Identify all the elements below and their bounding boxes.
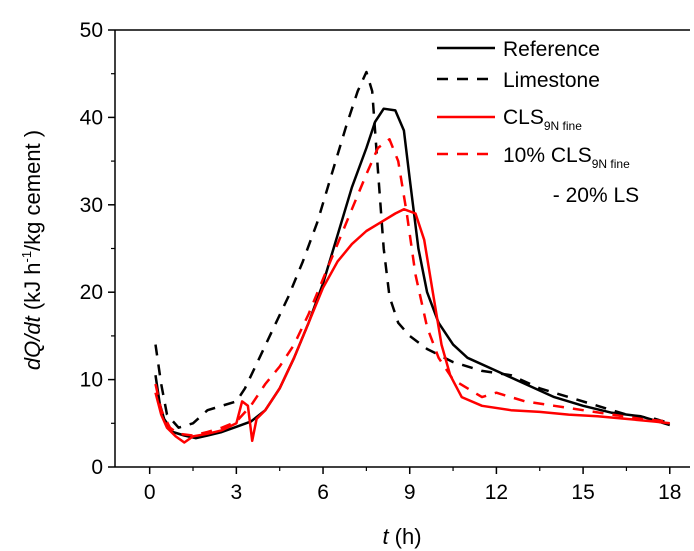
series-layer bbox=[154, 70, 671, 444]
x-tick-label: 12 bbox=[485, 481, 508, 504]
x-tick-label: 18 bbox=[658, 481, 681, 504]
x-axis-label-italic: t bbox=[382, 524, 389, 549]
y-axis-label-italic: dQ/dt bbox=[20, 315, 45, 370]
y-axis: 0 10 20 30 40 50 bbox=[80, 19, 115, 479]
y-tick-label: 20 bbox=[80, 281, 103, 304]
y-axis-label-sup: -1 bbox=[19, 251, 34, 263]
plot-frame bbox=[114, 29, 690, 468]
x-tick-label: 0 bbox=[144, 481, 156, 504]
y-tick-label: 30 bbox=[80, 194, 103, 217]
legend-label-mix: 10% CLS9N fine bbox=[503, 144, 630, 171]
legend-label-mix-main: 10% CLS bbox=[503, 144, 592, 167]
series-cls-ls bbox=[154, 138, 670, 437]
y-tick-label: 10 bbox=[80, 369, 103, 392]
legend-label-mix-line2: - 20% LS bbox=[553, 184, 639, 207]
y-axis-label-pre: (kJ h bbox=[20, 263, 45, 317]
x-axis-label: t (h) bbox=[382, 524, 421, 549]
y-tick-label: 40 bbox=[80, 106, 103, 129]
series-limestone bbox=[154, 70, 671, 429]
x-tick-label: 9 bbox=[404, 481, 416, 504]
legend-label-mix-sub: 9N fine bbox=[592, 157, 630, 171]
x-tick-label: 15 bbox=[571, 481, 594, 504]
x-axis-label-rest: (h) bbox=[389, 524, 422, 549]
legend-label-limestone: Limestone bbox=[503, 69, 600, 92]
legend-label-cls-main: CLS bbox=[503, 106, 544, 129]
x-axis: 0 3 6 9 12 15 18 bbox=[144, 467, 681, 504]
x-tick-label: 6 bbox=[317, 481, 329, 504]
y-axis-label: dQ/dt (kJ h-1/kg cement ) bbox=[19, 130, 45, 370]
series-cls bbox=[154, 207, 670, 444]
y-axis-label-post: /kg cement ) bbox=[20, 130, 45, 251]
legend-label-cls-sub: 9N fine bbox=[544, 119, 582, 133]
legend: Reference Limestone CLS9N fine 10% CLS9N… bbox=[437, 38, 639, 207]
legend-label-cls: CLS9N fine bbox=[503, 106, 582, 133]
y-tick-label: 50 bbox=[80, 19, 103, 42]
legend-label-reference: Reference bbox=[503, 38, 600, 61]
x-tick-label: 3 bbox=[231, 481, 243, 504]
y-tick-label: 0 bbox=[91, 456, 103, 479]
